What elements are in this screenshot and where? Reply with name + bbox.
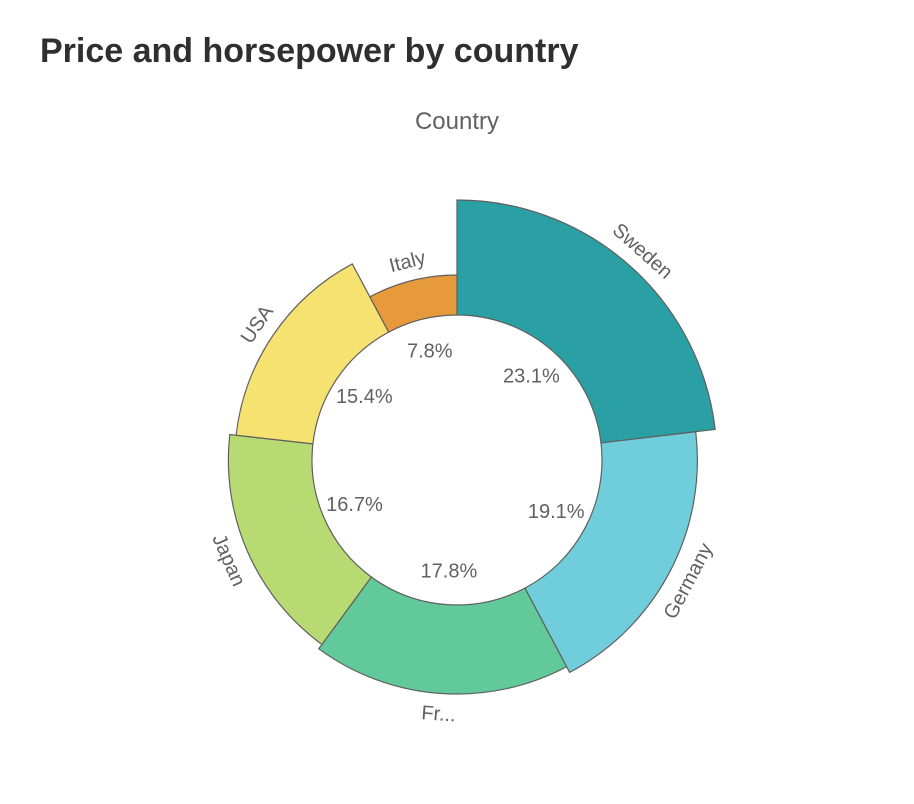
percent-label-japan: 16.7% xyxy=(326,494,383,516)
percent-label-germany: 19.1% xyxy=(528,501,585,523)
slice-sweden[interactable] xyxy=(457,200,715,443)
percent-label-sweden: 23.1% xyxy=(503,365,560,387)
percent-label-france: 17.8% xyxy=(421,561,478,583)
country-label-italy: Italy xyxy=(387,247,428,277)
chart-area: 23.1%Sweden19.1%Germany17.8%Fr...16.7%Ja… xyxy=(0,140,914,780)
percent-label-usa: 15.4% xyxy=(336,386,393,408)
chart-frame: Price and horsepower by country Country … xyxy=(0,0,914,804)
percent-label-italy: 7.8% xyxy=(407,340,453,362)
rose-donut-chart: 23.1%Sweden19.1%Germany17.8%Fr...16.7%Ja… xyxy=(47,130,867,790)
country-label-france: Fr... xyxy=(421,702,457,726)
chart-title: Price and horsepower by country xyxy=(40,32,578,71)
slice-usa[interactable] xyxy=(236,264,389,444)
